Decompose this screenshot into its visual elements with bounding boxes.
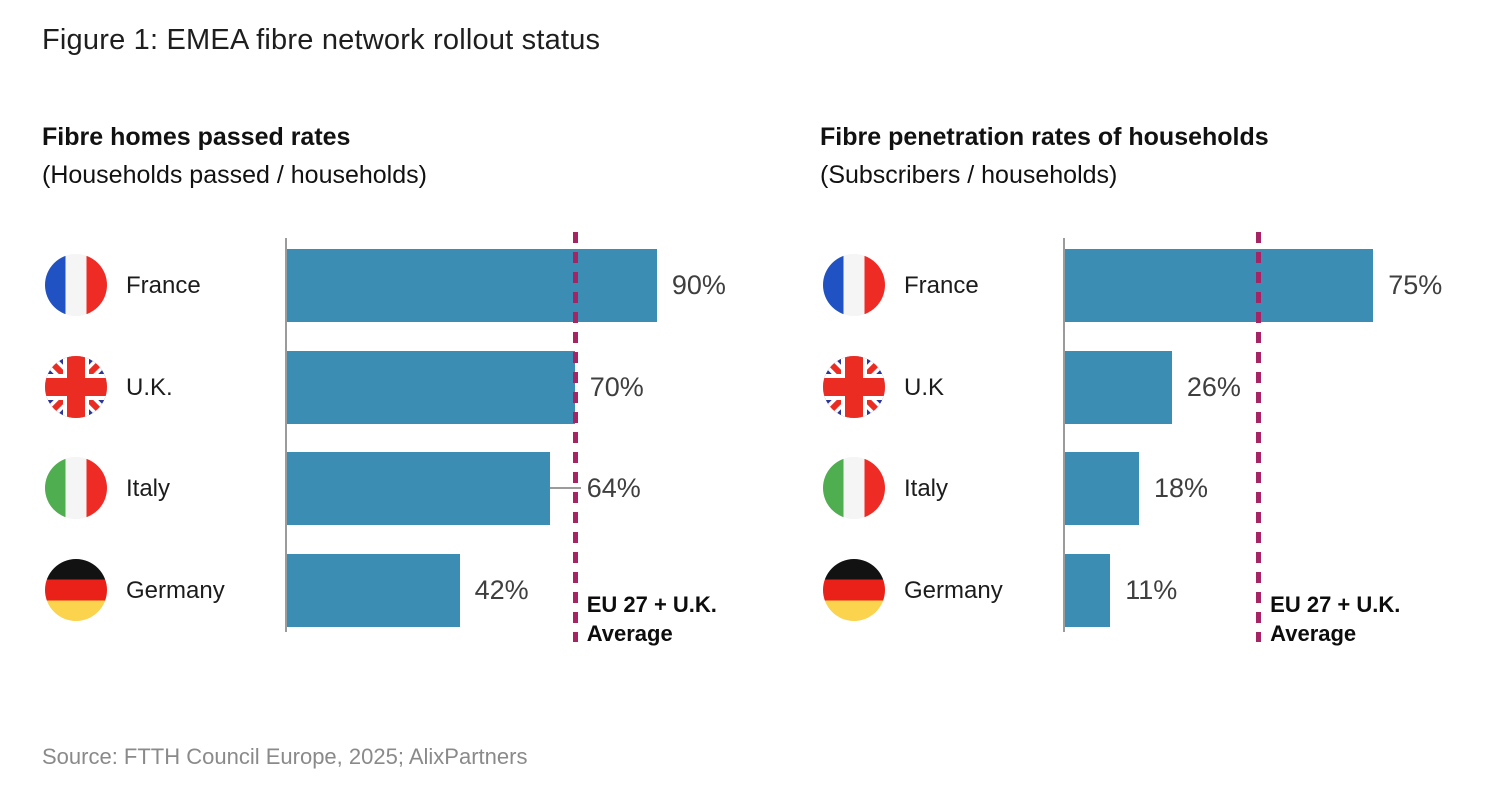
uk-flag-icon: [823, 355, 885, 418]
france-flag-icon: [823, 254, 885, 316]
chart-row-france: France 90%: [42, 249, 752, 322]
country-label-uk: U.K: [904, 373, 945, 401]
average-line-label: EU 27 + U.K. Average: [1270, 590, 1400, 648]
italy-flag-icon: [823, 457, 885, 520]
value-label-france: 90%: [671, 270, 726, 300]
germany-flag-icon: [823, 559, 885, 622]
value-leader-line: [550, 487, 581, 490]
chart-row-germany: Germany 42%: [42, 554, 752, 628]
chart-row-italy: Italy 18%: [820, 452, 1485, 526]
country-label-italy: Italy: [126, 475, 171, 503]
average-label-line1: EU 27 + U.K.: [1270, 592, 1401, 617]
chart-penetration: Fibre penetration rates of households (S…: [820, 118, 1485, 688]
bar-italy: [1065, 452, 1139, 526]
figure-title: Figure 1: EMEA fibre network rollout sta…: [42, 24, 601, 56]
average-line-label: EU 27 + U.K. Average: [587, 590, 717, 648]
france-flag-icon: [45, 254, 107, 316]
chart-subtitle: (Households passed / households): [42, 161, 427, 189]
country-label-germany: Germany: [904, 577, 1003, 605]
value-label-italy: 18%: [1153, 473, 1209, 504]
value-label-uk: 26%: [1186, 371, 1241, 402]
country-label-france: France: [126, 272, 201, 299]
germany-flag-icon: [45, 559, 107, 622]
plot-area: France 75% U.K 26% Italy 18% Germany 11% EU 27 …: [820, 232, 1485, 646]
value-label-germany: 42%: [474, 575, 529, 606]
chart-header: Fibre penetration rates of households (S…: [820, 118, 1269, 194]
y-axis-line: [1063, 238, 1065, 632]
plot-area: France 90% U.K. 70% Italy 64% Germany 42% EU 27…: [42, 232, 752, 646]
chart-row-italy: Italy 64%: [42, 452, 752, 526]
chart-homes-passed: Fibre homes passed rates (Households pas…: [42, 118, 752, 688]
chart-title: Fibre homes passed rates: [42, 123, 351, 151]
value-label-uk: 70%: [589, 371, 644, 402]
bar-italy: [287, 452, 551, 526]
chart-title: Fibre penetration rates of households: [820, 123, 1269, 151]
italy-flag-icon: [45, 457, 107, 520]
average-label-line1: EU 27 + U.K.: [586, 592, 717, 617]
bar-france: [287, 249, 657, 322]
uk-flag-icon: [45, 355, 107, 418]
chart-subtitle: (Subscribers / households): [820, 161, 1118, 189]
chart-row-uk: U.K. 70%: [42, 350, 752, 424]
y-axis-line: [285, 238, 287, 632]
value-label-france: 75%: [1388, 270, 1443, 300]
average-line: [572, 232, 578, 642]
country-label-germany: Germany: [126, 577, 225, 605]
chart-row-germany: Germany 11%: [820, 554, 1485, 628]
bar-germany: [1065, 554, 1111, 628]
country-label-uk: U.K.: [126, 373, 173, 401]
average-label-line2: Average: [1270, 621, 1357, 646]
chart-row-uk: U.K 26%: [820, 350, 1485, 424]
bar-uk: [1065, 350, 1172, 424]
bar-uk: [287, 350, 575, 424]
average-line: [1256, 232, 1262, 642]
average-label-line2: Average: [586, 621, 673, 646]
chart-header: Fibre homes passed rates (Households pas…: [42, 118, 427, 194]
value-label-germany: 11%: [1125, 575, 1178, 606]
country-label-france: France: [904, 272, 979, 299]
bar-germany: [287, 554, 460, 628]
source-note: Source: FTTH Council Europe, 2025; AlixP…: [42, 744, 528, 769]
country-label-italy: Italy: [904, 475, 949, 503]
value-label-italy: 64%: [586, 473, 641, 504]
bar-france: [1065, 249, 1374, 322]
chart-row-france: France 75%: [820, 249, 1485, 322]
